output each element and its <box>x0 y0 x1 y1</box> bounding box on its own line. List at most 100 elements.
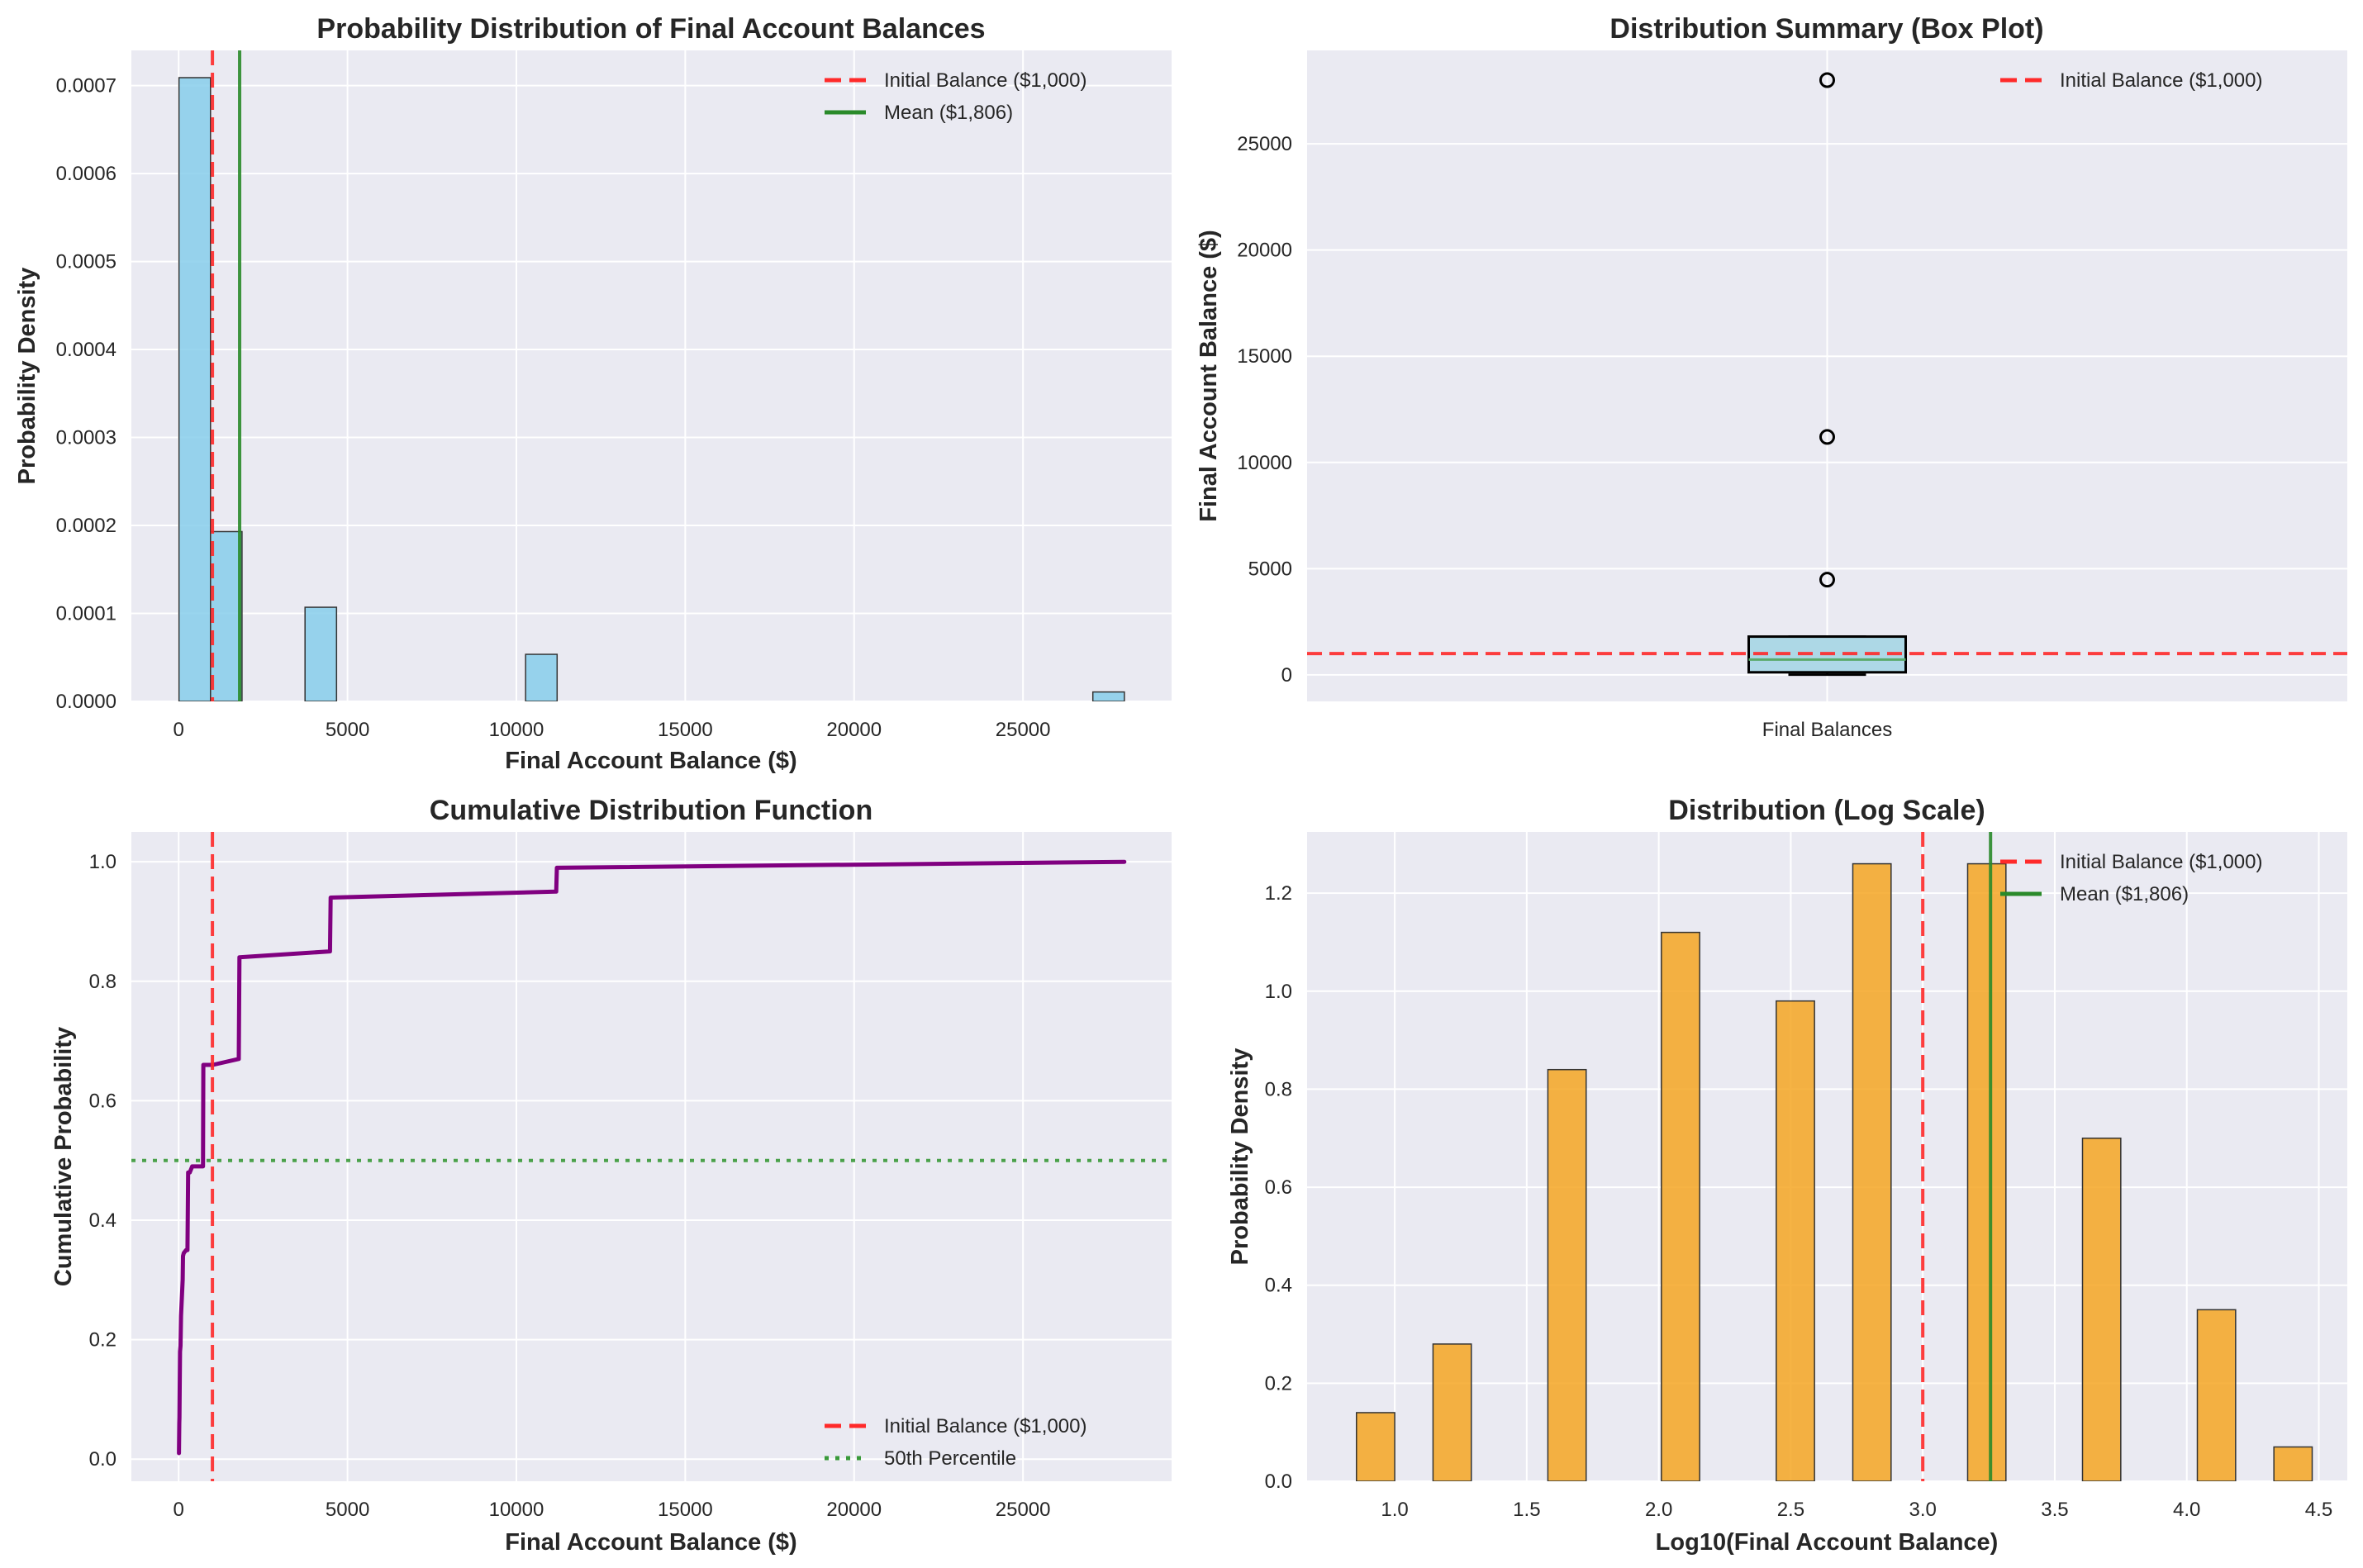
histogram-y-tick-label: 0.0007 <box>56 75 116 97</box>
histogram-bar <box>1091 691 1125 701</box>
boxplot-legend: Initial Balance ($1,000) <box>2000 69 2262 92</box>
loghist-grid <box>1307 832 2347 1482</box>
boxplot-y-tick-label: 25000 <box>1237 133 1292 155</box>
histogram-x-tick-label: 0 <box>174 719 184 741</box>
boxplot-y-tick-label: 15000 <box>1237 345 1292 368</box>
histogram-x-tick-label: 5000 <box>326 719 369 741</box>
loghist-bar <box>2196 1309 2237 1481</box>
loghist-legend-label: Initial Balance ($1,000) <box>2060 851 2262 873</box>
log-histogram-panel: Distribution (Log Scale) Log10(Final Acc… <box>1227 795 2347 1556</box>
cdf-legend-label: Initial Balance ($1,000) <box>884 1415 1086 1437</box>
histogram-legend-label: Mean ($1,806) <box>884 102 1013 124</box>
histogram-plot-area <box>131 50 1172 702</box>
loghist-x-tick-label: 3.0 <box>1909 1499 1936 1521</box>
loghist-x-tick-label: 4.5 <box>2305 1499 2332 1521</box>
box-outlier-point <box>1819 572 1835 588</box>
cdf-title: Cumulative Distribution Function <box>430 795 872 826</box>
loghist-x-tick-label: 3.5 <box>2041 1499 2068 1521</box>
histogram-legend-label: Initial Balance ($1,000) <box>884 69 1086 92</box>
loghist-x-tick-label: 2.5 <box>1777 1499 1804 1521</box>
loghist-x-tick-label: 1.5 <box>1513 1499 1540 1521</box>
loghist-axes-background <box>1307 832 2347 1481</box>
loghist-bar <box>2273 1446 2313 1481</box>
loghist-plot-area <box>1307 832 2347 1482</box>
cdf-x-tick-label: 20000 <box>826 1499 882 1521</box>
histogram-bar <box>178 77 212 701</box>
cdf-y-tick-label: 0.2 <box>89 1329 116 1352</box>
loghist-bar <box>1966 862 2007 1481</box>
cdf-ylabel: Cumulative Probability <box>50 1027 77 1286</box>
boxplot-category-label: Final Balances <box>1762 719 1892 741</box>
boxplot-y-tick-label: 5000 <box>1248 558 1292 580</box>
histogram-y-tick-label: 0.0001 <box>56 603 116 625</box>
cdf-x-tick-label: 5000 <box>326 1499 369 1521</box>
loghist-legend-label: Mean ($1,806) <box>2060 883 2189 905</box>
box-outlier-point <box>1819 429 1835 445</box>
cdf-axes-background <box>131 832 1172 1481</box>
boxplot-marks <box>1307 72 2347 677</box>
cdf-y-tick-label: 0.4 <box>89 1209 116 1232</box>
loghist-bar <box>1356 1412 1395 1481</box>
loghist-y-tick-label: 0.6 <box>1265 1176 1292 1199</box>
cdf-x-tick-label: 0 <box>174 1499 184 1521</box>
cdf-x-tick-label: 25000 <box>996 1499 1051 1521</box>
loghist-bar <box>1776 1000 1815 1481</box>
loghist-y-tick-label: 0.2 <box>1265 1372 1292 1395</box>
cdf-series-line <box>177 859 1127 1456</box>
loghist-x-tick-label: 4.0 <box>2173 1499 2200 1521</box>
cdf-xlabel: Final Account Balance ($) <box>505 1529 796 1556</box>
cdf-panel: Cumulative Distribution Function Final A… <box>50 795 1172 1556</box>
histogram-y-tick-label: 0.0003 <box>56 427 116 449</box>
histogram-x-tick-label: 25000 <box>996 719 1051 741</box>
histogram-legend: Initial Balance ($1,000) Mean ($1,806) <box>825 69 1086 124</box>
cdf-y-tick-label: 0.0 <box>89 1448 116 1471</box>
loghist-y-tick-label: 1.2 <box>1265 882 1292 905</box>
histogram-y-tick-label: 0.0000 <box>56 691 116 713</box>
histogram-bar <box>304 606 338 701</box>
histogram-xlabel: Final Account Balance ($) <box>505 748 796 774</box>
histogram-axes-background <box>131 50 1172 701</box>
loghist-bar <box>1852 862 1892 1481</box>
histogram-x-tick-label: 15000 <box>658 719 713 741</box>
loghist-bar <box>1432 1343 1472 1481</box>
histogram-ylabel: Probability Density <box>14 268 40 485</box>
log-histogram-title: Distribution (Log Scale) <box>1668 795 1985 826</box>
cdf-y-tick-label: 0.8 <box>89 971 116 993</box>
histogram-grid <box>131 50 1172 702</box>
boxplot-y-tick-label: 10000 <box>1237 452 1292 474</box>
histogram-y-tick-label: 0.0005 <box>56 251 116 273</box>
histogram-bar <box>210 530 243 701</box>
boxplot-legend-label: Initial Balance ($1,000) <box>2060 69 2262 92</box>
cdf-x-tick-label: 10000 <box>489 1499 544 1521</box>
histogram-bar <box>525 653 559 701</box>
histogram-title: Probability Distribution of Final Accoun… <box>316 13 985 45</box>
cdf-x-tick-label: 15000 <box>658 1499 713 1521</box>
histogram-y-tick-label: 0.0006 <box>56 163 116 185</box>
boxplot-title: Distribution Summary (Box Plot) <box>1609 13 2043 45</box>
cdf-legend-label: 50th Percentile <box>884 1447 1016 1470</box>
cdf-y-tick-label: 1.0 <box>89 851 116 873</box>
histogram-panel: Probability Distribution of Final Accoun… <box>14 13 1172 774</box>
boxplot-plot-area <box>1307 50 2347 701</box>
loghist-bar <box>1661 931 1700 1481</box>
cdf-legend: Initial Balance ($1,000) 50th Percentile <box>825 1415 1086 1470</box>
histogram-y-tick-label: 0.0004 <box>56 339 116 361</box>
loghist-bar <box>2081 1138 2122 1481</box>
histogram-y-tick-label: 0.0002 <box>56 515 116 537</box>
boxplot-y-tick-label: 20000 <box>1237 240 1292 262</box>
loghist-bar <box>1547 1068 1587 1481</box>
boxplot-ylabel: Final Account Balance ($) <box>1196 230 1222 521</box>
cdf-plot-area <box>131 832 1172 1481</box>
histogram-marks <box>178 50 1125 701</box>
boxplot-panel: Distribution Summary (Box Plot) Final Ac… <box>1196 13 2347 741</box>
cdf-grid <box>131 832 1172 1481</box>
loghist-x-tick-label: 1.0 <box>1381 1499 1408 1521</box>
cdf-y-tick-label: 0.6 <box>89 1090 116 1112</box>
loghist-y-tick-label: 0.4 <box>1265 1275 1292 1297</box>
log-histogram-ylabel: Probability Density <box>1227 1048 1253 1266</box>
loghist-y-tick-label: 0.8 <box>1265 1078 1292 1100</box>
box-outlier-point <box>1819 72 1835 88</box>
loghist-marks <box>1356 832 2313 1481</box>
loghist-legend: Initial Balance ($1,000) Mean ($1,806) <box>2000 851 2262 905</box>
